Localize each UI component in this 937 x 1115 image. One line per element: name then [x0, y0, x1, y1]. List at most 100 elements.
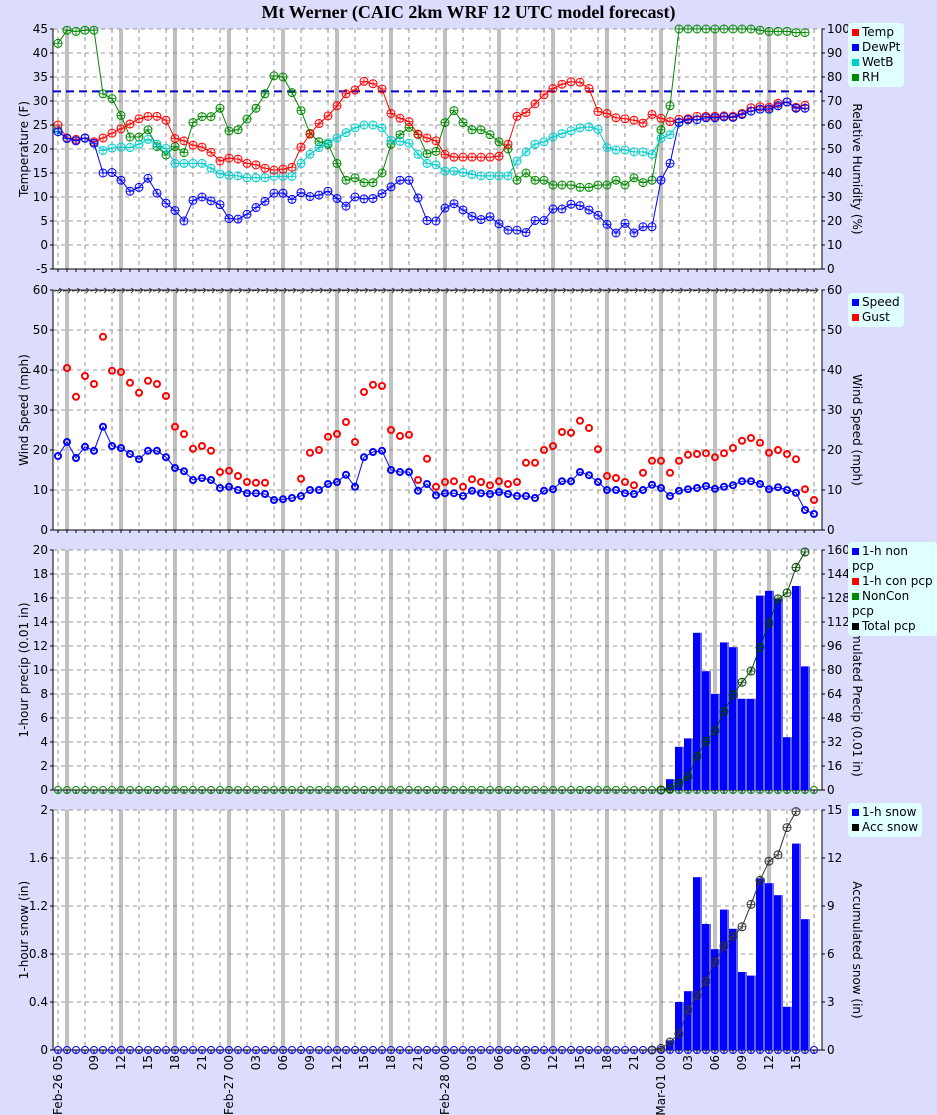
svg-text:40: 40	[827, 363, 842, 377]
svg-text:Feb-27 00: Feb-27 00	[222, 1055, 236, 1115]
svg-text:06: 06	[492, 1055, 506, 1070]
svg-text:18: 18	[384, 1055, 398, 1070]
svg-text:03: 03	[249, 1055, 263, 1070]
svg-text:60: 60	[827, 283, 842, 297]
svg-text:20: 20	[33, 443, 48, 457]
svg-text:Accumulated snow (in): Accumulated snow (in)	[850, 881, 864, 1018]
svg-text:03: 03	[465, 1055, 479, 1070]
svg-text:64: 64	[827, 687, 842, 701]
svg-text:60: 60	[33, 283, 48, 297]
svg-text:0: 0	[827, 1043, 835, 1057]
legend-item-non-pcp: 1-h non pcp	[852, 544, 908, 573]
svg-text:Feb-28 00: Feb-28 00	[438, 1055, 452, 1115]
svg-text:18: 18	[168, 1055, 182, 1070]
svg-text:30: 30	[827, 403, 842, 417]
svg-text:50: 50	[827, 323, 842, 337]
svg-text:Wind Speed (mph): Wind Speed (mph)	[850, 374, 864, 486]
svg-text:15: 15	[357, 1055, 371, 1070]
svg-text:0: 0	[827, 783, 835, 797]
svg-text:12: 12	[33, 639, 48, 653]
svg-text:35: 35	[33, 70, 48, 84]
svg-text:10: 10	[827, 483, 842, 497]
svg-text:16: 16	[33, 591, 48, 605]
svg-text:40: 40	[33, 46, 48, 60]
svg-text:10: 10	[33, 663, 48, 677]
svg-text:18: 18	[600, 1055, 614, 1070]
svg-text:14: 14	[33, 615, 48, 629]
svg-text:40: 40	[33, 363, 48, 377]
svg-text:12: 12	[330, 1055, 344, 1070]
svg-text:4: 4	[40, 735, 48, 749]
svg-text:6: 6	[827, 947, 835, 961]
svg-text:128: 128	[827, 591, 850, 605]
svg-text:09: 09	[303, 1055, 317, 1070]
svg-text:03: 03	[681, 1055, 695, 1070]
svg-text:25: 25	[33, 118, 48, 132]
svg-text:2: 2	[40, 803, 48, 817]
chart-title: Mt Werner (CAIC 2km WRF 12 UTC model for…	[261, 2, 676, 22]
svg-text:-5: -5	[36, 262, 48, 276]
svg-text:48: 48	[827, 711, 842, 725]
svg-text:0: 0	[827, 262, 835, 276]
svg-text:15: 15	[789, 1055, 803, 1070]
svg-text:Wind Speed (mph): Wind Speed (mph)	[17, 354, 31, 466]
svg-text:6: 6	[40, 711, 48, 725]
svg-text:8: 8	[40, 687, 48, 701]
svg-text:0.4: 0.4	[29, 995, 48, 1009]
svg-text:06: 06	[276, 1055, 290, 1070]
svg-text:3: 3	[827, 995, 835, 1009]
legend-item-rh: RH	[862, 70, 880, 84]
svg-text:20: 20	[827, 443, 842, 457]
svg-text:09: 09	[735, 1055, 749, 1070]
svg-text:15: 15	[141, 1055, 155, 1070]
svg-text:0: 0	[827, 523, 835, 537]
svg-text:20: 20	[827, 214, 842, 228]
legend-item-dewpt: DewPt	[862, 40, 901, 54]
svg-text:60: 60	[827, 118, 842, 132]
svg-text:12: 12	[762, 1055, 776, 1070]
svg-text:1-hour snow (in): 1-hour snow (in)	[17, 881, 31, 979]
svg-text:30: 30	[33, 94, 48, 108]
svg-text:21: 21	[411, 1055, 425, 1070]
legend-item-acc-snow: Acc snow	[862, 820, 919, 834]
svg-text:Mar-01 00: Mar-01 00	[654, 1055, 668, 1115]
svg-text:21: 21	[627, 1055, 641, 1070]
svg-text:18: 18	[33, 567, 48, 581]
svg-text:09: 09	[519, 1055, 533, 1070]
svg-text:0: 0	[40, 1043, 48, 1057]
svg-text:12: 12	[114, 1055, 128, 1070]
svg-text:Accumulated Precip (0.01 in): Accumulated Precip (0.01 in)	[850, 603, 864, 777]
svg-text:30: 30	[33, 403, 48, 417]
svg-text:30: 30	[827, 190, 842, 204]
legend-item-speed: Speed	[862, 295, 900, 309]
svg-text:160: 160	[827, 543, 850, 557]
svg-text:96: 96	[827, 639, 842, 653]
svg-text:100: 100	[827, 22, 850, 36]
svg-text:0: 0	[40, 523, 48, 537]
svg-text:15: 15	[827, 803, 842, 817]
svg-text:32: 32	[827, 735, 842, 749]
legend-item-wetb: WetB	[862, 55, 894, 69]
svg-text:0: 0	[40, 783, 48, 797]
svg-text:50: 50	[33, 323, 48, 337]
svg-text:5: 5	[40, 214, 48, 228]
svg-text:06: 06	[708, 1055, 722, 1070]
legend-item-temp: Temp	[862, 25, 894, 39]
svg-text:20: 20	[33, 142, 48, 156]
svg-text:15: 15	[573, 1055, 587, 1070]
svg-text:15: 15	[33, 166, 48, 180]
svg-text:12: 12	[546, 1055, 560, 1070]
svg-text:10: 10	[33, 483, 48, 497]
svg-text:Relative Humidity (%): Relative Humidity (%)	[850, 103, 864, 234]
svg-text:144: 144	[827, 567, 850, 581]
svg-text:12: 12	[827, 851, 842, 865]
svg-text:1.6: 1.6	[29, 851, 48, 865]
svg-text:16: 16	[827, 759, 842, 773]
svg-text:45: 45	[33, 22, 48, 36]
svg-text:2: 2	[40, 759, 48, 773]
svg-text:0: 0	[40, 238, 48, 252]
legend-item-total-pcp: Total pcp	[862, 619, 916, 633]
svg-text:70: 70	[827, 94, 842, 108]
svg-text:10: 10	[827, 238, 842, 252]
